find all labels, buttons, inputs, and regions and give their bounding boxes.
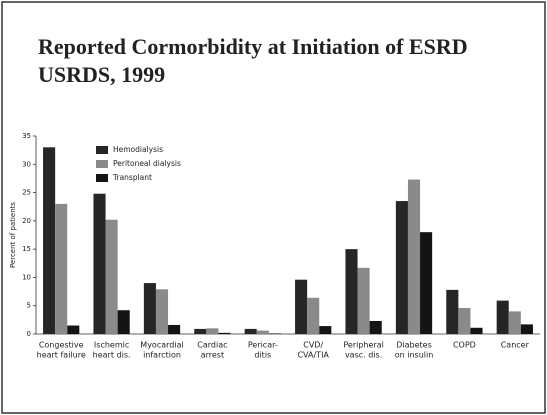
bar: [458, 307, 471, 334]
bar: [256, 330, 269, 334]
legend-swatch: [96, 160, 108, 168]
x-tick-label: Pericar-: [248, 341, 278, 350]
legend-swatch: [96, 174, 108, 182]
legend-swatch: [96, 146, 108, 154]
bar: [357, 267, 370, 334]
y-axis-label: Percent of patients: [9, 202, 17, 268]
y-tick-label: 25: [22, 189, 31, 197]
x-tick-label: CVA/TIA: [297, 351, 329, 360]
y-tick-label: 5: [27, 302, 31, 310]
bar: [143, 283, 156, 334]
y-tick-label: 0: [27, 330, 31, 338]
bar: [520, 324, 533, 334]
bar: [307, 297, 320, 334]
x-tick-label: Cardiac: [197, 341, 227, 350]
x-tick-label: Myocardial: [140, 341, 183, 350]
x-tick-label: vasc. dis.: [345, 351, 382, 360]
bar: [420, 232, 433, 334]
bar: [206, 328, 219, 334]
bar: [496, 300, 509, 334]
bar: [155, 289, 169, 334]
bar: [395, 201, 408, 334]
y-tick-label: 35: [22, 132, 31, 140]
legend-label: Peritoneal dialysis: [113, 159, 181, 168]
bar: [93, 193, 106, 334]
bar: [67, 325, 80, 334]
chart-title: USRDS, 1999: [38, 62, 165, 87]
x-tick-label: heart dis.: [93, 351, 131, 360]
x-tick-label: on insulin: [395, 351, 434, 360]
y-tick-label: 20: [22, 217, 31, 225]
y-tick-label: 30: [22, 160, 31, 168]
y-tick-label: 15: [22, 245, 31, 253]
bar: [369, 320, 382, 334]
bar: [345, 249, 358, 334]
x-tick-label: Peripheral: [343, 341, 383, 350]
x-tick-label: arrest: [201, 351, 224, 360]
legend-label: Hemodialysis: [113, 145, 163, 154]
bar: [43, 147, 56, 334]
y-tick-label: 10: [22, 273, 31, 281]
bar: [55, 203, 68, 334]
x-tick-label: Ischemic: [94, 341, 129, 350]
bar: [194, 328, 207, 334]
bar: [470, 327, 483, 334]
chart-title: Reported Cormorbidity at Initiation of E…: [38, 34, 468, 59]
x-tick-label: Diabetes: [396, 341, 432, 350]
bar: [218, 332, 231, 334]
bar: [244, 328, 257, 334]
x-tick-label: Congestive: [39, 341, 84, 350]
x-tick-label: heart failure: [37, 351, 86, 360]
bar: [268, 333, 281, 334]
legend-label: Transplant: [112, 173, 152, 182]
bar: [295, 279, 308, 334]
bar: [168, 324, 181, 334]
x-tick-label: infarction: [143, 351, 181, 360]
bar: [508, 311, 521, 334]
x-tick-label: Cancer: [501, 341, 530, 350]
bar: [105, 219, 118, 334]
x-tick-label: CVD/: [303, 341, 323, 350]
x-tick-label: ditis: [254, 351, 271, 360]
bar: [319, 326, 332, 334]
bar: [446, 289, 459, 334]
bar: [117, 310, 130, 334]
bar: [407, 179, 421, 334]
x-tick-label: COPD: [453, 341, 476, 350]
